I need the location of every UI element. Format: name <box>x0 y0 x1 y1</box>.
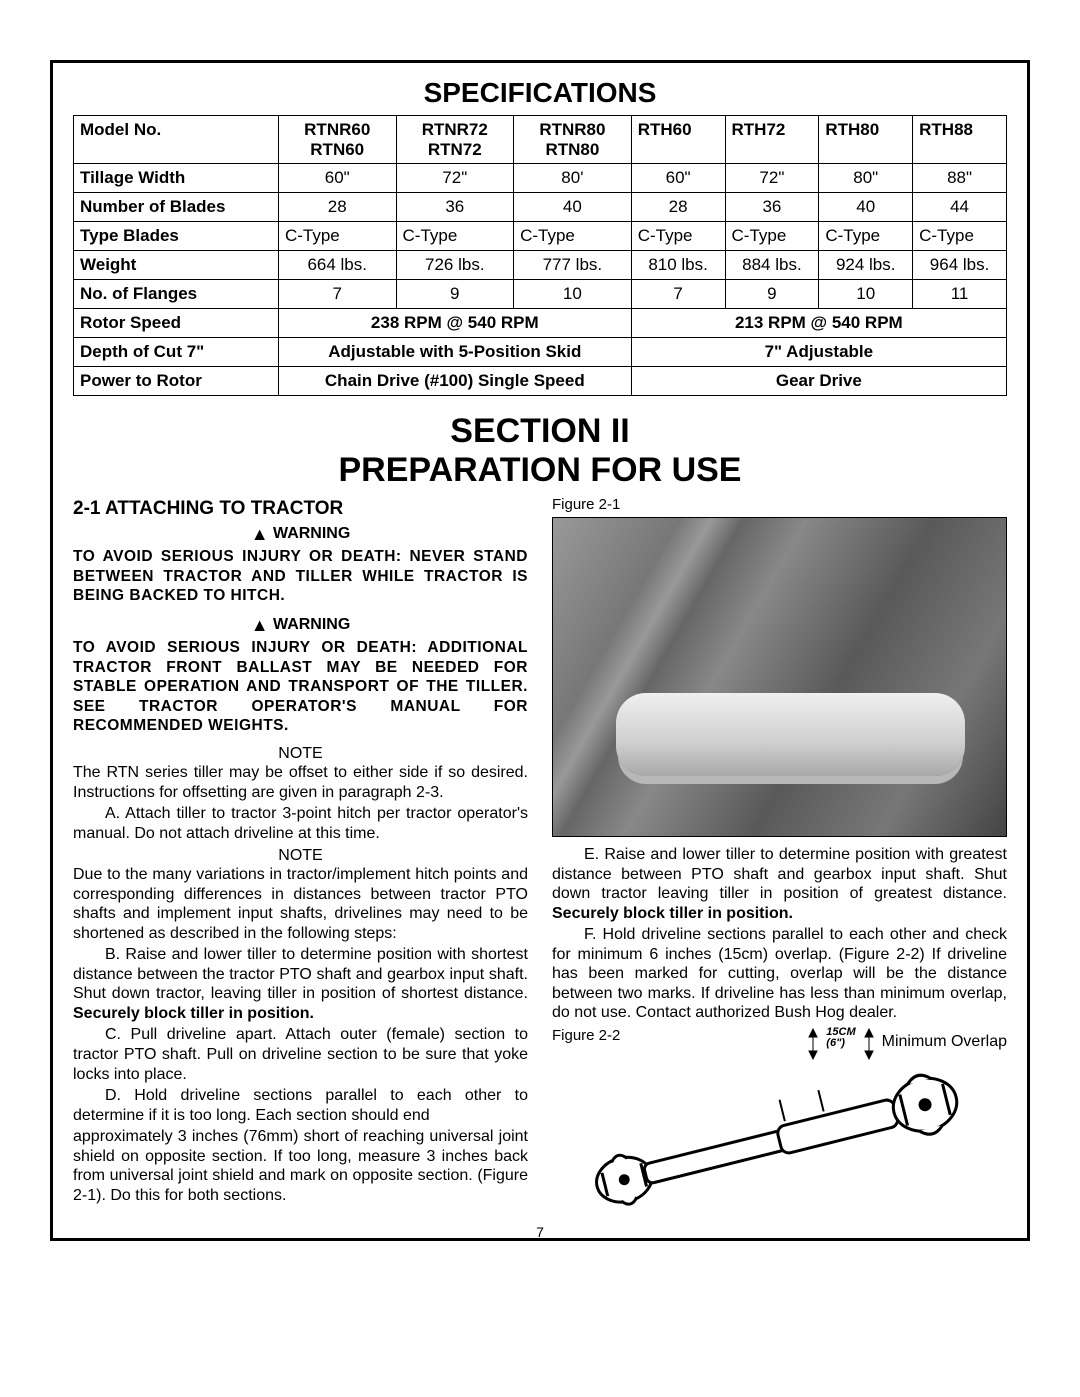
warning-1-label: ▲ WARNING <box>73 524 528 545</box>
col-rth60: RTH60 <box>631 116 725 164</box>
table-row: Power to Rotor Chain Drive (#100) Single… <box>74 367 1007 396</box>
col-rth72: RTH72 <box>725 116 819 164</box>
paragraph-b: B. Raise and lower tiller to determine p… <box>73 945 528 1023</box>
warning-icon: ▲ <box>251 524 269 544</box>
note-1-body: The RTN series tiller may be offset to e… <box>73 763 528 802</box>
dimension-arrows-icon <box>860 1027 878 1061</box>
col-rth80: RTH80 <box>819 116 913 164</box>
page-frame: SPECIFICATIONS Model No. RTNR60RTN60 RTN… <box>50 60 1030 1241</box>
paragraph-d: D. Hold driveline sections parallel to e… <box>73 1086 528 1125</box>
table-row: Depth of Cut 7" Adjustable with 5-Positi… <box>74 338 1007 367</box>
paragraph-a: A. Attach tiller to tractor 3-point hitc… <box>73 804 528 843</box>
col-rth88: RTH88 <box>913 116 1007 164</box>
specifications-table: Model No. RTNR60RTN60 RTNR72RTN72 RTNR80… <box>73 115 1007 396</box>
note-1-label: NOTE <box>73 745 528 763</box>
col-rtnr60: RTNR60RTN60 <box>278 116 396 164</box>
figure-2-2-caption: Minimum Overlap <box>882 1033 1007 1051</box>
section-title: SECTION IIPREPARATION FOR USE <box>73 412 1007 490</box>
table-row: Weight 664 lbs. 726 lbs. 777 lbs. 810 lb… <box>74 251 1007 280</box>
paragraph-c: C. Pull driveline apart. Attach outer (f… <box>73 1025 528 1084</box>
col-rtnr80: RTNR80RTN80 <box>514 116 632 164</box>
figure-2-1-photo <box>552 517 1007 837</box>
figure-2-2-label: Figure 2-2 <box>552 1027 620 1044</box>
figure-2-1-label: Figure 2-1 <box>552 496 1007 513</box>
note-2-body: Due to the many variations in tractor/im… <box>73 865 528 943</box>
paragraph-d-continuation: approximately 3 inches (76mm) short of r… <box>73 1127 528 1205</box>
warning-icon: ▲ <box>251 615 269 635</box>
specifications-title: SPECIFICATIONS <box>73 77 1007 109</box>
dimension-arrows-icon <box>804 1027 822 1061</box>
table-row: No. of Flanges 7 9 10 7 9 10 11 <box>74 280 1007 309</box>
warning-1-body: TO AVOID SERIOUS INJURY OR DEATH: NEVER … <box>73 547 528 605</box>
paragraph-e: E. Raise and lower tiller to determine p… <box>552 845 1007 923</box>
paragraph-f: F. Hold driveline sections parallel to e… <box>552 925 1007 1023</box>
table-row: Type Blades C-Type C-Type C-Type C-Type … <box>74 222 1007 251</box>
warning-2-body: TO AVOID SERIOUS INJURY OR DEATH: ADDITI… <box>73 638 528 735</box>
table-row: Model No. RTNR60RTN60 RTNR72RTN72 RTNR80… <box>74 116 1007 164</box>
figure-2-2-dimension: 15CM(6") Minimum Overlap <box>804 1027 1007 1061</box>
page-number: 7 <box>53 1224 1027 1240</box>
col-rtnr72: RTNR72RTN72 <box>396 116 514 164</box>
attaching-heading: 2-1 ATTACHING TO TRACTOR <box>73 498 528 520</box>
table-row: Rotor Speed 238 RPM @ 540 RPM 213 RPM @ … <box>74 309 1007 338</box>
table-row: Number of Blades 28 36 40 28 36 40 44 <box>74 193 1007 222</box>
table-row: Tillage Width 60" 72" 80' 60" 72" 80" 88… <box>74 164 1007 193</box>
warning-2-label: ▲ WARNING <box>73 615 528 636</box>
note-2-label: NOTE <box>73 847 528 865</box>
col-model-no: Model No. <box>74 116 279 164</box>
figure-2-2-driveline-illustration <box>552 1061 1007 1221</box>
